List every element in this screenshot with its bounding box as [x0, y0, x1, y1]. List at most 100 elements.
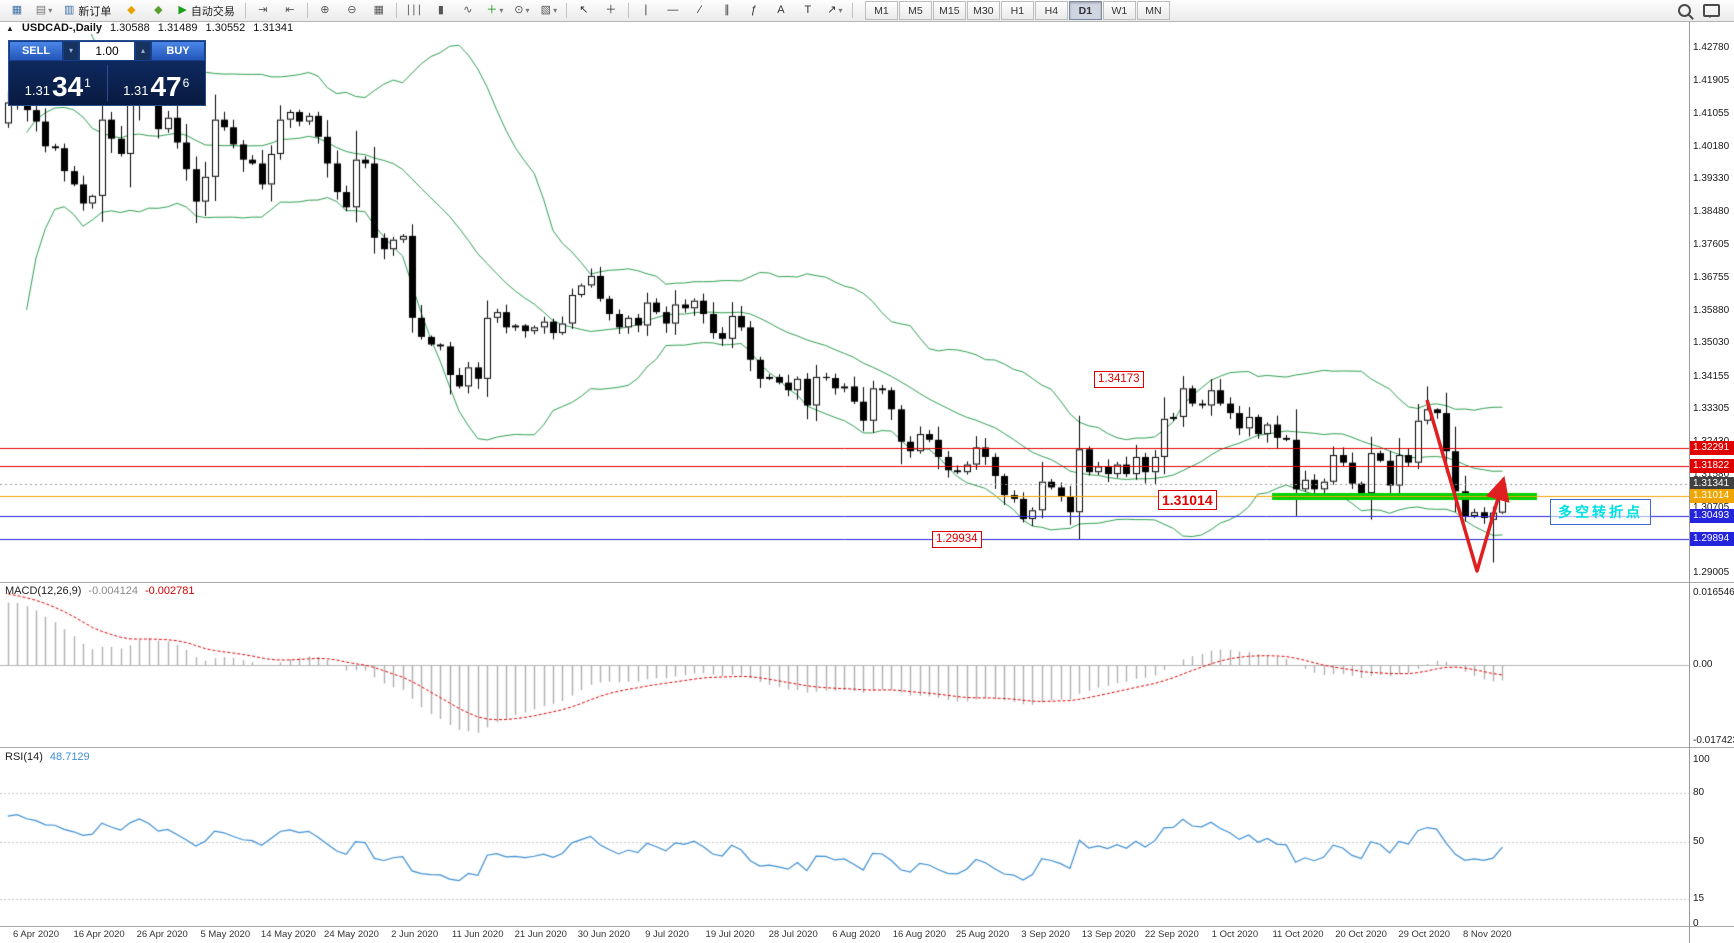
ask-big-digits: 47 — [150, 70, 182, 102]
timeframe-button-W1[interactable]: W1 — [1102, 1, 1136, 20]
timeframe-button-H1[interactable]: H1 — [1000, 1, 1034, 20]
crosshair-icon: ＋ — [605, 4, 617, 16]
date-axis-label: 26 Apr 2020 — [136, 929, 188, 940]
horizontal-line-icon: — — [667, 4, 679, 16]
tile-windows-icon[interactable]: ▦ — [366, 1, 392, 21]
price-axis-label: 1.35030 — [1693, 337, 1730, 349]
sell-button[interactable]: SELL — [9, 41, 63, 61]
cursor-icon[interactable]: ↖ — [571, 1, 597, 21]
search-icon[interactable] — [1678, 4, 1691, 17]
timeframe-button-H4[interactable]: H4 — [1034, 1, 1068, 20]
chat-icon[interactable] — [1703, 4, 1720, 18]
strategy-tester-icon[interactable]: ◆ — [145, 1, 171, 21]
price-tag: 1.31014 — [1690, 489, 1734, 504]
zoom-out-icon[interactable]: ⊖ — [339, 1, 365, 21]
timeframe-button-M15[interactable]: M15 — [932, 1, 966, 20]
chart-shift-icon[interactable]: ⇤ — [277, 1, 303, 21]
dropdown-arrow-icon[interactable]: ▾ — [525, 6, 530, 15]
toolbar-separator — [565, 3, 567, 18]
vertical-line-icon[interactable]: ∣ — [633, 1, 659, 21]
date-axis-label: 11 Oct 2020 — [1272, 929, 1324, 940]
crosshair-icon[interactable]: ＋ — [598, 1, 624, 21]
periods-button[interactable]: ⊙ ▾ — [509, 1, 535, 21]
templates-button[interactable]: ▧ ▾ — [536, 1, 562, 21]
fibonacci-icon[interactable]: ƒ — [741, 1, 767, 21]
price-tag: 1.31341 — [1690, 476, 1734, 491]
price-tag: 1.31822 — [1690, 458, 1734, 473]
ask-prefix: 1.31 — [123, 82, 149, 98]
macd-panel[interactable] — [0, 583, 1689, 747]
price-chart[interactable] — [0, 34, 1689, 582]
ask-price[interactable]: 1.31 47 6 — [108, 61, 206, 105]
bid-pipette: 1 — [84, 76, 91, 90]
trendline-icon[interactable]: ∕ — [687, 1, 713, 21]
dropdown-arrow-icon[interactable]: ▾ — [553, 6, 558, 15]
channel-icon[interactable]: ∥ — [714, 1, 740, 21]
new-order-icon: ▥ — [64, 4, 75, 16]
price-label-support[interactable]: 1.31014 — [1158, 490, 1217, 510]
timeframe-button-M5[interactable]: M5 — [898, 1, 932, 20]
date-axis-label: 20 Oct 2020 — [1335, 929, 1387, 940]
price-axis-label: 1.31580 — [1693, 468, 1730, 480]
dropdown-arrow-icon[interactable]: ▾ — [499, 6, 504, 15]
toolbar-separator — [395, 3, 397, 18]
price-tag: 1.29894 — [1690, 532, 1734, 547]
price-axis-label: 1.35880 — [1693, 304, 1730, 316]
rsi-indicator-header: RSI(14) 48.7129 — [5, 751, 90, 763]
buy-button[interactable]: BUY — [151, 41, 205, 61]
macd-signal-value: -0.002781 — [144, 585, 195, 597]
price-label-low[interactable]: 1.29934 — [932, 531, 982, 548]
volume-decrease-button[interactable]: ▾ — [63, 41, 79, 61]
rsi-panel[interactable] — [0, 748, 1689, 926]
pane-separator[interactable] — [0, 582, 1734, 583]
price-tag: 1.30493 — [1690, 509, 1734, 524]
profiles-icon[interactable]: ▤ ▾ — [31, 1, 57, 21]
pane-separator[interactable] — [0, 926, 1734, 927]
rsi-axis-label: 50 — [1693, 836, 1705, 847]
pane-separator[interactable] — [0, 747, 1734, 748]
new-chart-icon[interactable]: ▦ — [4, 1, 30, 21]
collapse-triangle-icon[interactable]: ▲ — [6, 23, 14, 33]
dropdown-arrow-icon[interactable]: ▾ — [838, 6, 843, 15]
timeframe-button-D1[interactable]: D1 — [1068, 1, 1102, 20]
autotrading-button[interactable]: ▶ 自动交易 — [172, 1, 240, 21]
volume-input[interactable] — [79, 41, 135, 61]
candlestick-type-icon[interactable]: ▮ — [428, 1, 454, 21]
date-axis-label: 25 Aug 2020 — [955, 929, 1010, 940]
bar-chart-type-icon[interactable]: ∣∣∣ — [401, 1, 427, 21]
date-axis-label: 2 Jun 2020 — [391, 929, 439, 940]
new-order-button[interactable]: ▥ 新订单 — [58, 1, 117, 21]
rsi-title: RSI(14) — [5, 751, 43, 763]
toolbar-separator — [306, 3, 308, 18]
turning-point-label[interactable]: 多空转折点 — [1550, 499, 1651, 525]
bid-price[interactable]: 1.31 34 1 — [9, 61, 107, 105]
price-axis-label: 1.29005 — [1693, 567, 1730, 578]
date-axis-label: 5 May 2020 — [200, 929, 251, 940]
dropdown-arrow-icon[interactable]: ▾ — [48, 6, 53, 15]
price-axis-label: 1.41055 — [1693, 107, 1730, 119]
date-axis-label: 29 Oct 2020 — [1398, 929, 1451, 940]
arrows-tool-icon: ↗ — [827, 4, 837, 16]
autoscroll-icon: ⇥ — [258, 4, 268, 16]
label-icon: T — [804, 4, 812, 16]
arrows-tool-icon[interactable]: ↗ ▾ — [822, 1, 848, 21]
volume-increase-button[interactable]: ▴ — [135, 41, 151, 61]
timeframe-button-MN[interactable]: MN — [1136, 1, 1170, 20]
rsi-value: 48.7129 — [49, 751, 90, 763]
indicators-button[interactable]: ＋ ▾ — [482, 1, 508, 21]
metaquotes-icon[interactable]: ◆ — [118, 1, 144, 21]
horizontal-line-icon[interactable]: — — [660, 1, 686, 21]
line-chart-type-icon: ∿ — [463, 4, 473, 16]
zoom-in-icon[interactable]: ⊕ — [312, 1, 338, 21]
timeframe-button-M30[interactable]: M30 — [966, 1, 1000, 20]
date-axis-label: 9 Jul 2020 — [645, 929, 689, 940]
label-icon[interactable]: T — [795, 1, 821, 21]
candlestick-type-icon: ▮ — [437, 4, 444, 16]
line-chart-type-icon[interactable]: ∿ — [455, 1, 481, 21]
autoscroll-icon[interactable]: ⇥ — [250, 1, 276, 21]
price-label-high[interactable]: 1.34173 — [1094, 371, 1144, 388]
text-icon[interactable]: A — [768, 1, 794, 21]
timeframe-button-M1[interactable]: M1 — [864, 1, 898, 20]
